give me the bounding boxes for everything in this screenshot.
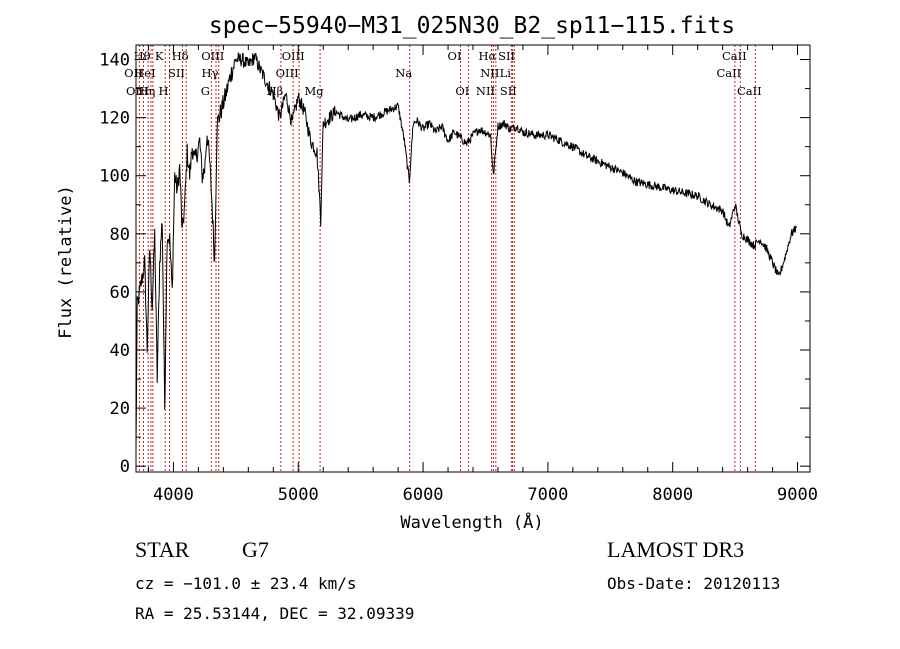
x-tick-label: 6000 [403, 485, 444, 505]
line-label: Hη [138, 84, 155, 98]
survey-name: LAMOST DR3 [607, 537, 745, 562]
x-tick-label: 8000 [652, 485, 693, 505]
coordinates: RA = 25.53144, DEC = 32.09339 [135, 604, 415, 623]
y-tick-label: 100 [99, 167, 130, 187]
line-label: OIII [282, 49, 305, 63]
y-axis: 0 20 40 60 80 100 120 140 [99, 51, 810, 477]
y-tick-label: 140 [99, 51, 130, 71]
line-label: SII [498, 49, 515, 63]
line-label: SII [500, 84, 517, 98]
line-label: Mg [305, 84, 325, 98]
y-axis-label: Flux (relative) [56, 185, 76, 339]
spectrum-line [135, 52, 797, 449]
chart-title: spec−55940−M31_025N30_B2_sp11−115.fits [209, 13, 735, 39]
line-label: Hβ [267, 84, 284, 98]
line-label: NII [476, 84, 495, 98]
y-tick-label: 0 [120, 457, 130, 477]
line-label: OIII [276, 66, 299, 80]
y-tick-label: 40 [110, 341, 130, 361]
line-label: OIII [126, 84, 149, 98]
line-label: NII [480, 66, 499, 80]
y-tick-label: 120 [99, 109, 130, 129]
line-label: Hγ [202, 66, 219, 80]
line-label: Hα [478, 49, 496, 63]
x-tick-label: 7000 [527, 485, 568, 505]
line-label: Li [500, 66, 512, 80]
line-label: OIII [201, 49, 224, 63]
line-label: HeI [134, 66, 155, 80]
y-tick-label: 60 [110, 283, 130, 303]
line-label: Hθ [134, 49, 151, 63]
x-axis: 4000 5000 6000 7000 8000 9000 [147, 45, 818, 505]
line-label: CaII [722, 49, 747, 63]
line-label: Na [395, 66, 412, 80]
object-class: STAR [135, 537, 190, 562]
line-label: OII [124, 66, 143, 80]
line-label: CaII [716, 66, 741, 80]
x-tick-label: 5000 [278, 485, 319, 505]
spectrum-series [135, 52, 797, 449]
plot-frame [135, 44, 811, 473]
line-label: OI [455, 84, 469, 98]
line-label: OI [448, 49, 462, 63]
obs-date: Obs-Date: 20120113 [607, 574, 781, 593]
y-tick-label: 80 [110, 225, 130, 245]
x-tick-label: 9000 [777, 485, 818, 505]
x-axis-label: Wavelength (Å) [400, 511, 543, 533]
line-label: H [159, 84, 169, 98]
line-markers [138, 45, 756, 472]
line-label: K [155, 49, 164, 63]
redshift-cz: cz = −101.0 ± 23.4 km/s [135, 574, 357, 593]
object-subclass: G7 [242, 537, 269, 562]
line-label: G [201, 84, 210, 98]
y-tick-label: 20 [110, 399, 130, 419]
x-tick-label: 4000 [153, 485, 194, 505]
line-label: Hδ [172, 49, 189, 63]
line-label: CaII [737, 84, 762, 98]
line-label: SII [168, 66, 185, 80]
